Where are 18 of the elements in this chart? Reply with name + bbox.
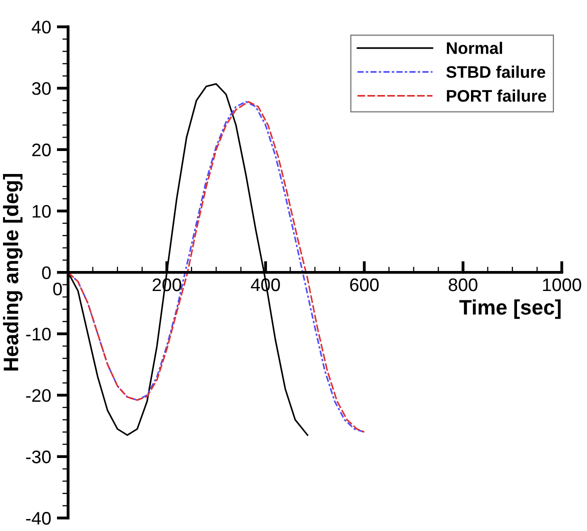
y-tick-label: 40 [32, 20, 51, 34]
x-tick-label: 600 [350, 278, 379, 292]
legend-label: STBD failure [446, 66, 546, 78]
y-tick-label: -40 [26, 512, 51, 525]
y-tick-label: -20 [26, 389, 51, 402]
x-tick-label: 0 [53, 282, 62, 296]
legend-label: PORT failure [446, 90, 546, 102]
y-tick-label: 0 [42, 266, 51, 280]
y-tick-label: 30 [32, 82, 51, 95]
y-tick-label: -30 [26, 450, 51, 464]
y-tick-label: -10 [26, 328, 51, 341]
x-axis-title: Time [sec] [459, 299, 561, 319]
y-axis-title: Heading angle [deg] [3, 174, 23, 371]
legend-label: Normal [446, 42, 502, 54]
x-tick-label: 1000 [543, 278, 582, 292]
x-tick-label: 800 [448, 278, 478, 292]
y-tick-label: 10 [32, 204, 51, 218]
y-tick-label: 20 [32, 144, 51, 156]
